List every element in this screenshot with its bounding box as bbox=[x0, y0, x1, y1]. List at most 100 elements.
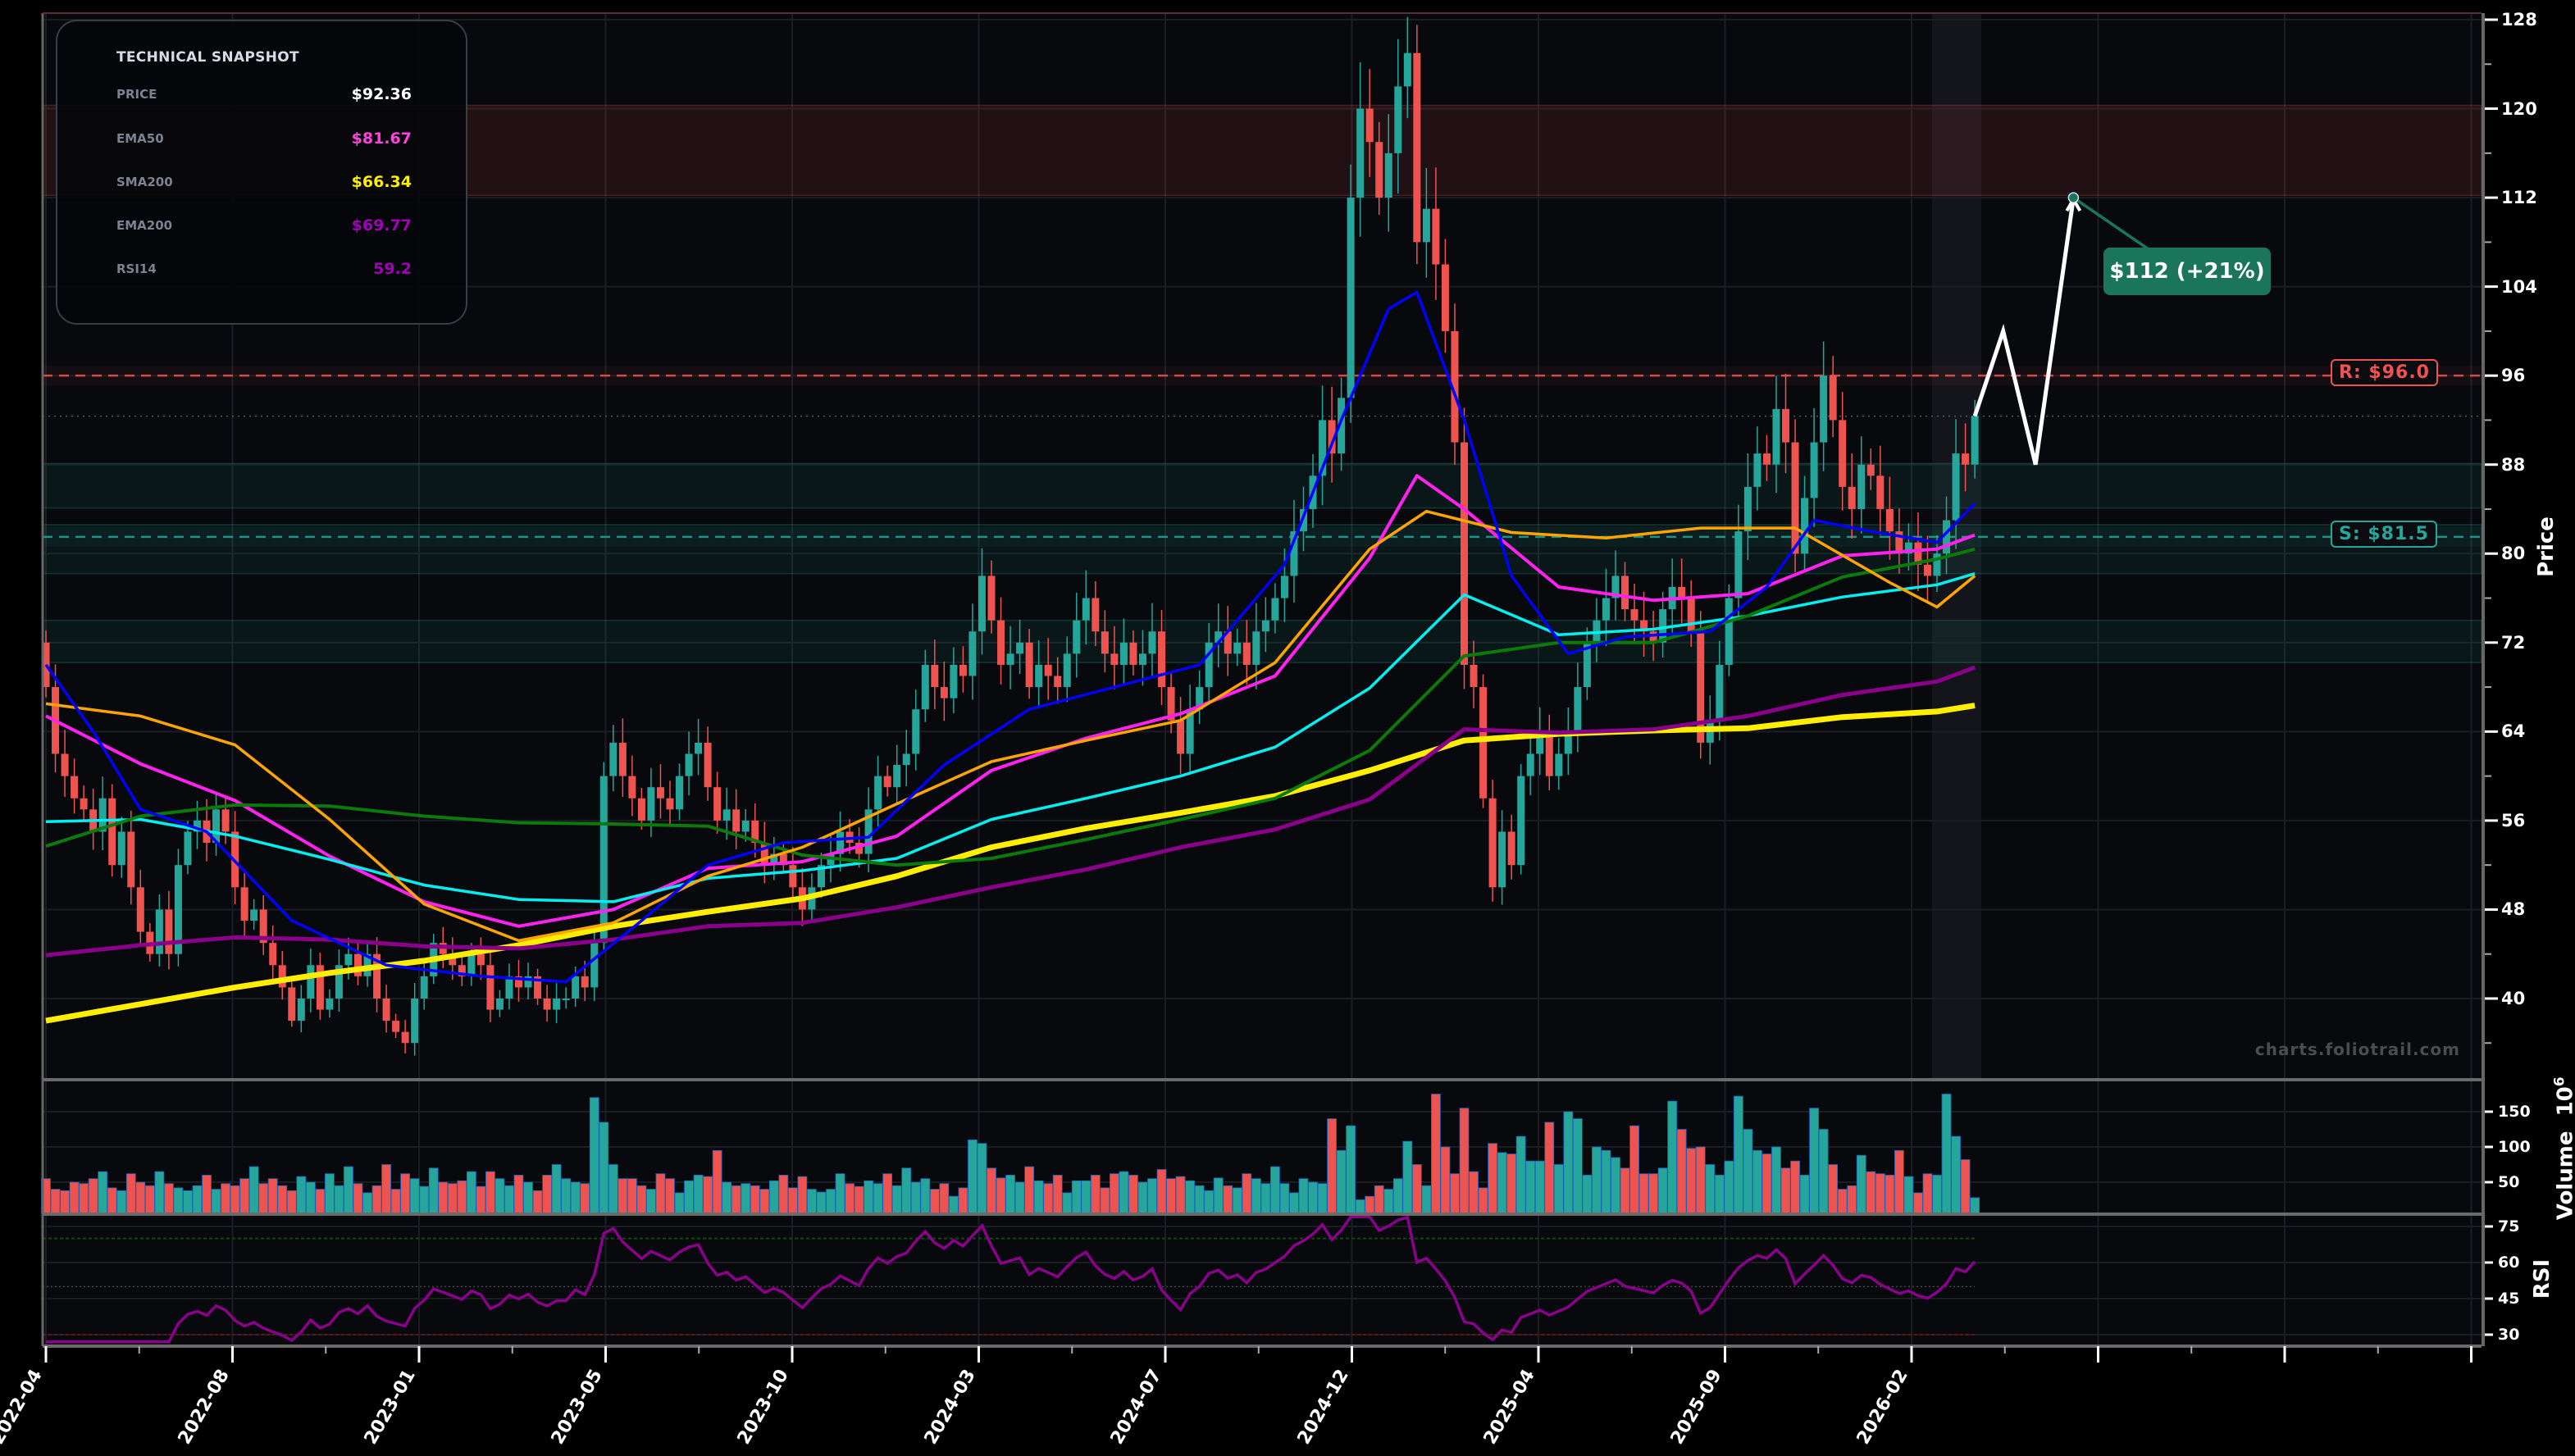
volume-bar bbox=[1657, 1167, 1668, 1214]
volume-bar bbox=[1724, 1160, 1734, 1214]
volume-bar bbox=[797, 1176, 808, 1214]
candle-body bbox=[1035, 664, 1043, 688]
volume-bar bbox=[854, 1185, 864, 1214]
volume-bar bbox=[1156, 1169, 1167, 1214]
volume-bar bbox=[485, 1171, 495, 1214]
volume-bar bbox=[1780, 1167, 1791, 1214]
candle-body bbox=[136, 887, 144, 932]
candle-body bbox=[1148, 631, 1156, 654]
candle-body bbox=[515, 976, 522, 988]
volume-bar bbox=[1733, 1095, 1743, 1214]
support-zone bbox=[42, 524, 2482, 575]
support-label: S: $81.5 bbox=[2331, 520, 2437, 548]
volume-bar bbox=[1137, 1181, 1148, 1214]
volume-bar bbox=[457, 1180, 467, 1214]
candle-body bbox=[1054, 676, 1062, 688]
candle-body bbox=[1611, 576, 1620, 598]
candle-body bbox=[174, 865, 182, 954]
volume-bar bbox=[864, 1180, 874, 1214]
candle-body bbox=[155, 909, 163, 954]
candle-body bbox=[458, 965, 466, 976]
candle-body bbox=[1413, 52, 1421, 243]
volume-bar bbox=[466, 1171, 476, 1214]
candle-body bbox=[1743, 486, 1752, 532]
volume-bar bbox=[1033, 1180, 1044, 1214]
volume-bar bbox=[1601, 1149, 1611, 1214]
rsi-tick-label: 30 bbox=[2498, 1325, 2520, 1344]
candle-body bbox=[1432, 208, 1440, 265]
volume-bar bbox=[116, 1190, 127, 1214]
candle-body bbox=[307, 965, 315, 999]
target-connector bbox=[2072, 196, 2149, 251]
price-tick-label: 120 bbox=[2501, 98, 2537, 119]
candle-body bbox=[1857, 464, 1866, 509]
volume-bar bbox=[816, 1191, 827, 1214]
volume-bar bbox=[1638, 1173, 1649, 1214]
volume-bar bbox=[665, 1178, 675, 1214]
candle-body bbox=[581, 976, 589, 988]
volume-bar bbox=[1090, 1175, 1101, 1214]
rsi-pane bbox=[43, 1215, 2482, 1346]
candle-body bbox=[1470, 664, 1478, 688]
volume-bar bbox=[523, 1181, 533, 1214]
volume-bar bbox=[703, 1176, 713, 1214]
volume-bar bbox=[1317, 1183, 1328, 1214]
candle-body bbox=[1375, 142, 1383, 198]
candle-body bbox=[1328, 420, 1336, 454]
candle-body bbox=[278, 965, 286, 988]
candle-body bbox=[1848, 486, 1856, 509]
candle-body bbox=[1564, 731, 1572, 754]
volume-bar bbox=[1667, 1100, 1678, 1214]
candle-body bbox=[1895, 531, 1903, 554]
candle-body bbox=[685, 753, 693, 776]
volume-bar bbox=[1071, 1180, 1082, 1214]
candle-body bbox=[1215, 631, 1223, 643]
volume-bar bbox=[1005, 1175, 1015, 1214]
volume-bar bbox=[1837, 1189, 1848, 1214]
candle-body bbox=[704, 742, 712, 788]
volume-bar bbox=[787, 1187, 798, 1214]
candle-body bbox=[1943, 520, 1951, 554]
candle-body bbox=[1347, 198, 1355, 398]
candle-body bbox=[1621, 576, 1629, 610]
volume-bar bbox=[1440, 1146, 1451, 1214]
volume-bar bbox=[513, 1175, 524, 1214]
volume-bar bbox=[768, 1180, 779, 1214]
candle-body bbox=[98, 798, 107, 832]
candle-body bbox=[1280, 576, 1288, 598]
candle-body bbox=[1233, 642, 1242, 654]
candle-body bbox=[363, 953, 371, 976]
candle-body bbox=[240, 887, 248, 921]
volume-bar bbox=[1062, 1192, 1073, 1214]
volume-bar bbox=[1365, 1195, 1375, 1214]
volume-bar bbox=[741, 1183, 751, 1214]
volume-bar bbox=[1648, 1173, 1658, 1214]
volume-bar bbox=[1204, 1190, 1215, 1214]
volume-bar bbox=[1913, 1192, 1923, 1214]
candle-body bbox=[420, 976, 428, 999]
volume-bar bbox=[901, 1167, 912, 1214]
volume-bar bbox=[948, 1195, 959, 1214]
price-tick-label: 72 bbox=[2501, 632, 2526, 653]
volume-bar bbox=[1270, 1166, 1280, 1214]
volume-bar bbox=[542, 1175, 552, 1214]
candle-body bbox=[599, 776, 608, 944]
volume-bar bbox=[1544, 1122, 1555, 1214]
candle-body bbox=[259, 909, 267, 944]
candle-body bbox=[1772, 408, 1780, 465]
price-tick-label: 96 bbox=[2501, 366, 2526, 386]
volume-bar bbox=[1847, 1185, 1857, 1214]
volume-bar bbox=[1478, 1187, 1488, 1214]
candle-body bbox=[751, 820, 759, 844]
volume-bar bbox=[1242, 1173, 1252, 1214]
volume-bar bbox=[88, 1178, 98, 1214]
volume-bar bbox=[996, 1177, 1006, 1214]
candle-body bbox=[1025, 642, 1033, 688]
candle-body bbox=[959, 664, 967, 676]
snapshot-row-ema50: EMA50 $81.67 bbox=[116, 130, 412, 151]
volume-bar bbox=[1743, 1129, 1753, 1214]
volume-bar bbox=[1960, 1159, 1971, 1214]
volume-bar bbox=[315, 1189, 326, 1214]
candle-body bbox=[108, 798, 116, 866]
candle-body bbox=[779, 853, 787, 866]
